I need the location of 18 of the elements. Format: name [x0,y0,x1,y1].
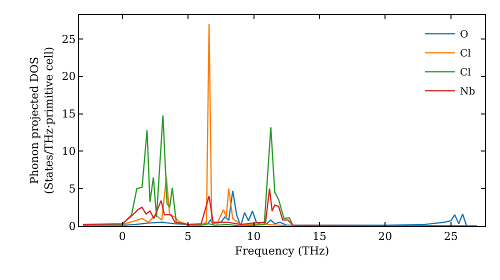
x-tick-label: 20 [378,230,392,244]
x-tick-label: 15 [312,230,326,244]
y-tick-label: 5 [68,182,76,196]
legend-label: O [460,30,468,41]
x-tick-label: 0 [118,230,126,244]
x-tick-label: 10 [246,230,261,244]
y-tick-label: 0 [68,220,76,233]
legend-label: Cl [460,48,471,60]
legend-label: Nb [460,86,476,98]
y-tick-label: 20 [62,70,76,84]
y-tick-label: 10 [62,145,76,158]
x-tick-label: 25 [444,230,458,244]
x-axis-title: Frequency (THz) [234,244,330,258]
y-axis-title: Phonon projected DOS (States/THz·primitive cell) [28,46,56,194]
x-tick-label: 5 [184,230,192,244]
y-tick-label: 25 [62,32,76,46]
legend-label: Cl [460,68,471,79]
y-tick-label: 15 [62,108,76,121]
